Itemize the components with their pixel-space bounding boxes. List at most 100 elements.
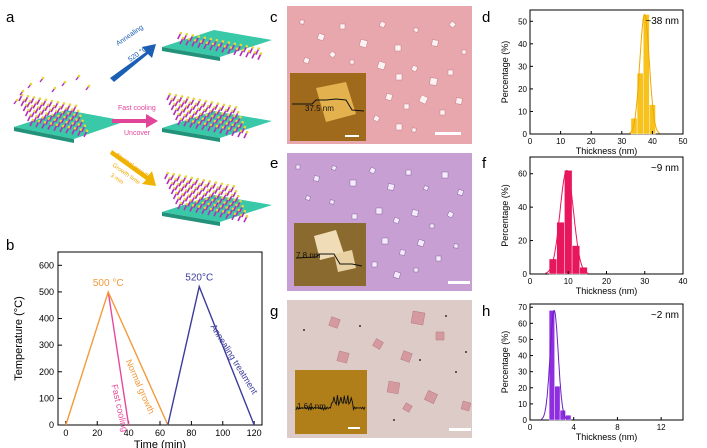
temperature-chart: 0 20 40 60 80 100 120 0 100 200 300 400 500 600 Time (… xyxy=(13,251,263,448)
lattice-atom xyxy=(224,192,228,196)
histogram-d: 0 10 20 30 40 50 0 10 20 30 40 50 Thickness (nm) Perc… xyxy=(500,9,688,156)
histogram-bar xyxy=(579,267,588,275)
lattice-atom xyxy=(239,213,243,217)
y-axis-label: Percentage (%) xyxy=(500,331,510,394)
lattice-atom xyxy=(47,117,51,120)
flake xyxy=(381,237,389,245)
lattice-atom xyxy=(221,210,225,213)
thickness-annotation: ~9 nm xyxy=(651,163,679,174)
lattice-atom xyxy=(187,110,190,113)
lattice-atom xyxy=(217,116,220,119)
flake xyxy=(372,114,381,123)
flake xyxy=(368,166,377,175)
lattice-atom xyxy=(191,106,194,109)
series-line-1 xyxy=(65,289,169,426)
lattice-atom xyxy=(65,120,69,124)
lattice-atom xyxy=(229,202,232,206)
lattice-atom xyxy=(215,195,218,198)
lattice-atom xyxy=(79,128,83,131)
y-tick-label: 30 xyxy=(518,62,527,71)
lattice-atom xyxy=(234,105,238,109)
lattice-atom xyxy=(225,122,229,125)
plot-frame xyxy=(529,156,684,275)
flake xyxy=(387,183,395,191)
histogram-f: 0 10 20 30 40 0 20 40 60 Thickness (nm) Percentage… xyxy=(500,156,688,296)
debris xyxy=(419,359,421,361)
debris xyxy=(445,315,447,317)
flake xyxy=(405,169,412,176)
x-axis-label: Thickness (nm) xyxy=(576,146,638,156)
lattice-atom xyxy=(57,114,60,118)
substrate-annealed xyxy=(162,30,272,61)
scale-bar-e xyxy=(448,281,470,284)
peak-annotation-1: 520°C xyxy=(185,273,213,284)
y-tick-label: 50 xyxy=(518,17,527,26)
lattice-atom xyxy=(67,112,70,115)
lattice-atom xyxy=(229,118,232,122)
flake xyxy=(371,261,378,268)
lattice-atom xyxy=(189,199,193,202)
lattice-atom xyxy=(228,104,232,108)
lattice-atom xyxy=(198,182,202,186)
flake xyxy=(395,123,403,131)
lattice-atom xyxy=(34,101,38,104)
panel-a: a Annealing 520 °C xyxy=(6,9,272,226)
lattice-atom xyxy=(192,181,196,185)
lattice-atom xyxy=(199,196,202,200)
arrow-annealing-label-1: Annealing xyxy=(115,24,145,48)
lattice-atom xyxy=(196,177,200,181)
lattice-atom xyxy=(201,117,205,121)
lattice-atom xyxy=(177,196,181,200)
lattice-atom xyxy=(71,122,75,125)
lattice-atom xyxy=(201,201,205,205)
substrate-initial xyxy=(14,110,126,143)
x-tick-label: 20 xyxy=(587,137,596,146)
lattice-atom xyxy=(190,176,194,180)
lattice-atom xyxy=(210,185,214,188)
y-tick-label: 20 xyxy=(518,85,527,94)
x-tick-label-b: 60 xyxy=(155,428,165,438)
crystal-fast-cooling xyxy=(166,92,249,139)
lattice-atom xyxy=(181,192,184,196)
y-axis-label: Percentage (%) xyxy=(500,184,510,247)
lattice-atom xyxy=(243,125,247,129)
debris xyxy=(393,419,395,421)
flakes-g xyxy=(303,310,472,421)
lattice-atom xyxy=(216,102,220,105)
lattice-atom xyxy=(239,43,243,47)
lattice-atom xyxy=(64,107,68,110)
flake xyxy=(378,20,387,29)
y-tick-label: 50 xyxy=(518,335,527,344)
substrate-fast-cooling xyxy=(162,111,272,142)
flake xyxy=(457,189,464,196)
y-tick-label-b: 300 xyxy=(39,340,54,350)
lattice-atom xyxy=(45,112,48,115)
lattice-atom xyxy=(62,102,66,105)
lattice-atom xyxy=(199,112,202,116)
lattice-atom xyxy=(55,109,58,113)
lattice-atom xyxy=(241,204,244,208)
lattice-atom xyxy=(229,46,233,49)
lattice-atom xyxy=(205,113,208,117)
y-tick-label: 0 xyxy=(523,270,528,279)
flake xyxy=(400,350,413,363)
lattice-atom xyxy=(185,118,189,122)
afm-flake-c xyxy=(316,82,356,122)
flake xyxy=(460,400,472,412)
lattice-atom xyxy=(31,104,34,108)
lattice-atom xyxy=(219,205,223,208)
lattice-atom xyxy=(61,124,65,128)
lattice-atom xyxy=(56,100,60,104)
y-axis-label-b: Temperature (°C) xyxy=(13,296,25,380)
flake xyxy=(336,350,350,364)
lattice-atom xyxy=(31,118,35,122)
lattice-atom xyxy=(221,196,224,199)
lattice-atom xyxy=(197,107,200,111)
lattice-atom xyxy=(175,191,178,195)
series-label-2: Annealing treatment xyxy=(209,322,260,396)
lattice-atom xyxy=(193,39,197,42)
lattice-atom xyxy=(199,40,203,43)
lattice-atom xyxy=(253,51,257,54)
x-tick-label: 30 xyxy=(617,137,626,146)
lattice-atom xyxy=(239,115,242,119)
